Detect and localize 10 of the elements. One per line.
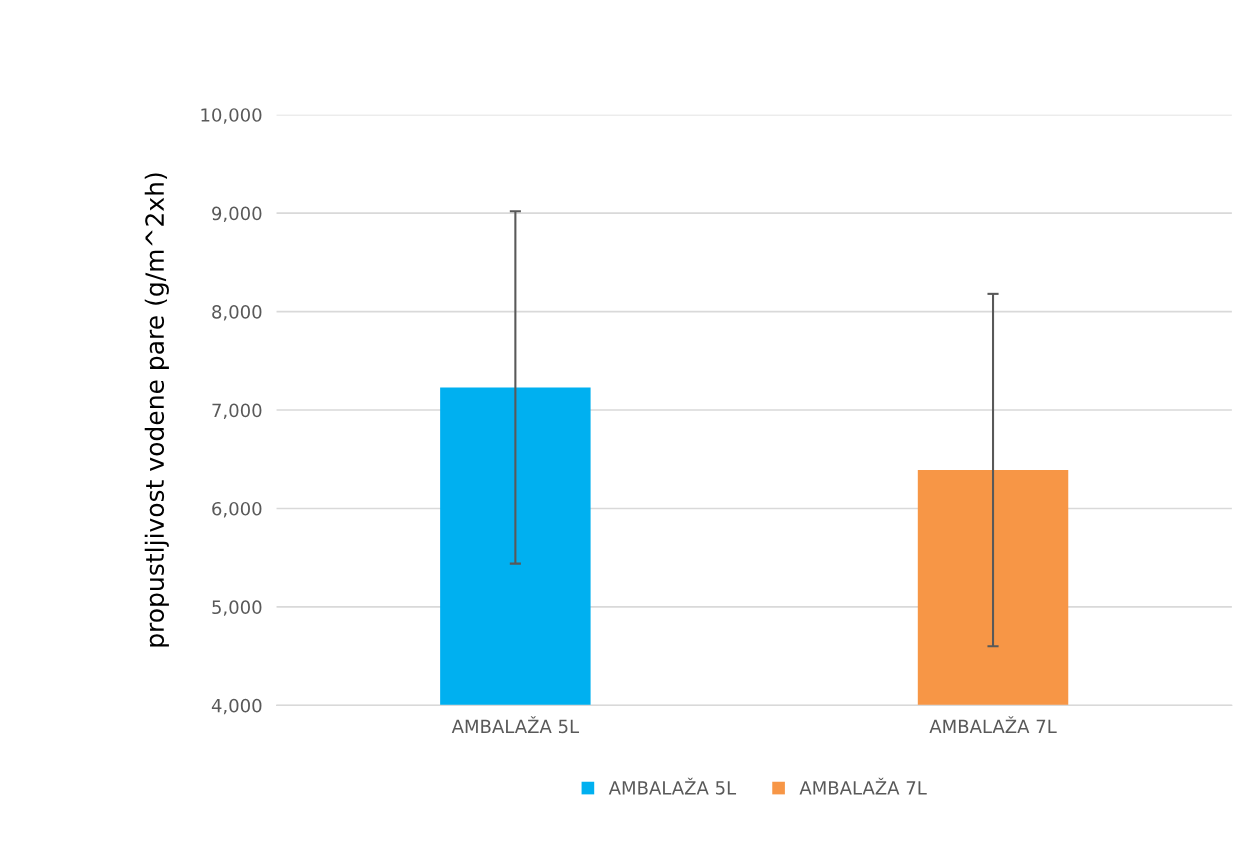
y-tick-label: 8,000 [212,305,262,321]
legend-label: AMBALAŽA 7L [799,777,927,795]
y-axis-title: propustljivost vodene pare (g/m^2xh) [144,173,169,647]
y-tick-label: 10,000 [201,108,262,124]
y-tick-label: 4,000 [211,698,262,715]
y-tick-label: 9,000 [212,206,262,223]
y-tick-label: 7,000 [212,403,262,419]
y-tick-label: 5,000 [212,600,262,616]
y-tick-label: 6,000 [212,501,262,518]
legend-label: AMBALAŽA 5L [608,777,737,795]
